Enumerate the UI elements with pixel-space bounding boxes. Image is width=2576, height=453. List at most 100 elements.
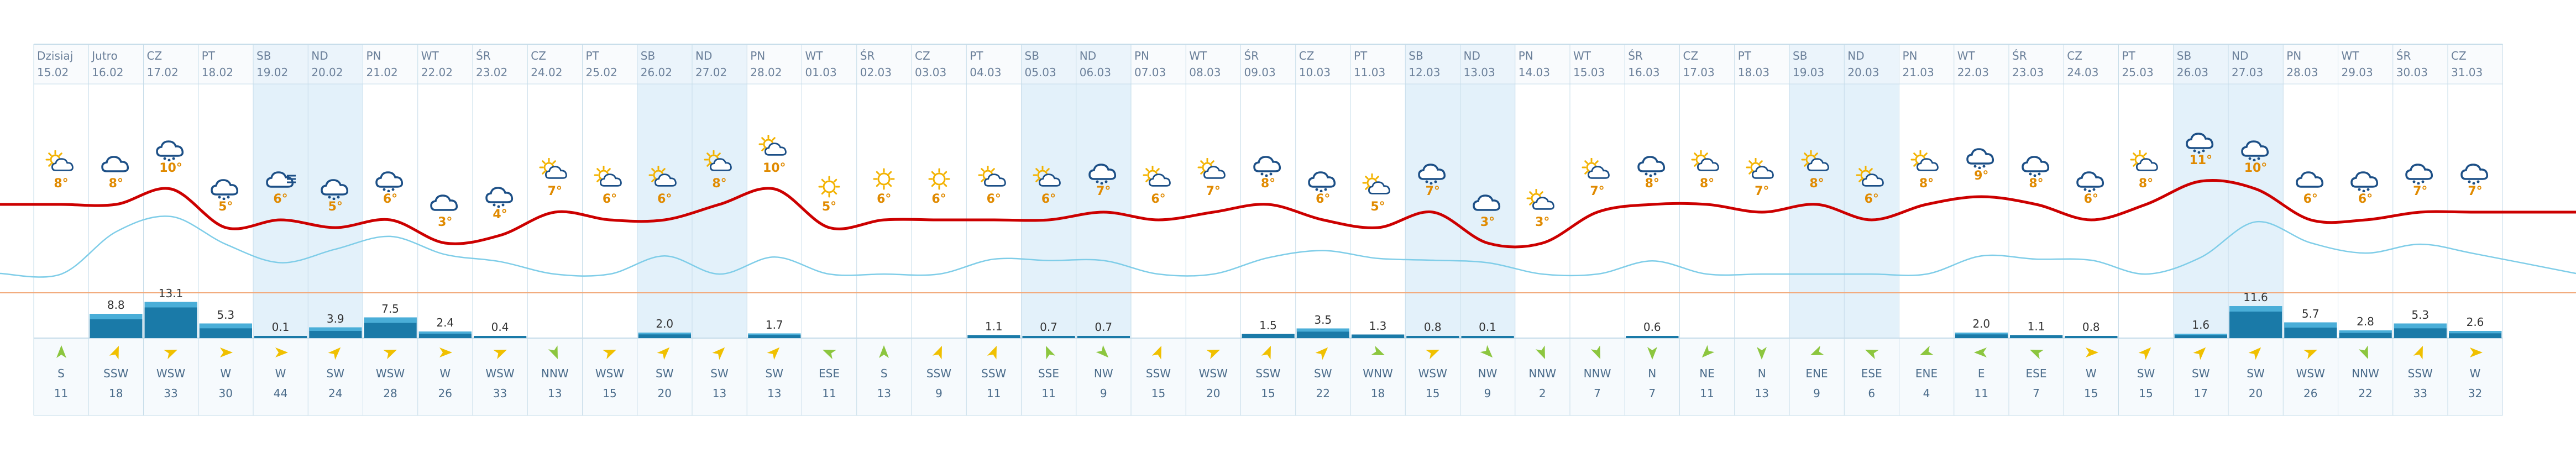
precip-value: 0.1 [271,320,290,334]
day-header: SB 26.02 [637,48,692,83]
temperature-label: 8° [2029,177,2044,191]
wind-speed: 15 [1261,387,1275,400]
day-date: 15.02 [37,66,69,79]
day-date: 06.03 [1079,66,1112,79]
temperature-label: 7° [2413,185,2428,198]
precip-bar-top [748,333,801,335]
precip-bar-top [1296,328,1349,332]
day-name: SB [256,49,271,62]
day-date: 01.03 [805,66,837,79]
wind-direction: WSW [2296,367,2325,380]
rain-cloud-icon [2448,158,2502,185]
wind-arrow-icon [527,344,582,361]
sun-cloud-icon [966,166,1021,192]
wind-arrow-icon [34,344,88,361]
wind-arrow-icon [857,344,912,361]
rain-cloud-icon [2393,158,2448,185]
wind-arrow-icon [1844,344,1899,361]
wind-arrow-icon [1954,344,2009,361]
day-date: 21.03 [1902,66,1934,79]
day-date: 10.03 [1299,66,1331,79]
day-name: ND [1079,49,1097,62]
wind-direction: SSW [2407,367,2433,380]
precip-value: 13.1 [158,286,184,300]
day-date: 16.02 [92,66,124,79]
precip-bar [1352,334,1405,338]
day-date: 26.03 [2176,66,2209,79]
wind-direction: WSW [595,367,625,380]
temperature-label: 6° [1041,192,1056,206]
temperature-label: 7° [547,185,562,198]
day-header: ND 13.03 [1460,48,1515,83]
day-header: ŚR 16.03 [1625,48,1679,83]
temperature-label: 10° [159,161,182,175]
wind-arrow-icon [2448,344,2502,361]
rain-cloud-icon [2009,150,2064,177]
precip-bar [2174,334,2227,338]
day-header: ND 27.03 [2228,48,2283,83]
header-band [34,44,2503,84]
sun-cloud-icon [637,166,692,192]
wind-direction: WSW [1198,367,1228,380]
day-name: Dzisiaj [37,49,74,62]
sun-cloud-icon [1186,158,1240,185]
day-name: ND [2232,49,2249,62]
wind-arrow-icon [1680,344,1735,361]
wind-speed: 15 [1151,387,1166,400]
wind-arrow-icon [2283,344,2338,361]
wind-direction: S [57,367,65,380]
day-date: 04.03 [970,66,1002,79]
wind-speed: 13 [1755,387,1769,400]
day-name: WT [1957,49,1975,62]
day-header: PN 21.03 [1899,48,1954,83]
wind-direction: W [220,367,232,380]
wind-speed: 11 [1041,387,1056,400]
wind-direction: N [1757,367,1766,380]
temperature-label: 8° [1809,177,1824,191]
wind-direction: SSW [103,367,129,380]
precip-bar-top [2174,334,2227,335]
cloud-icon [2283,166,2338,192]
rain-cloud-icon [308,173,363,200]
day-date: 20.02 [311,66,343,79]
day-date: 28.03 [2286,66,2318,79]
day-header: PT 18.03 [1735,48,1789,83]
rain-cloud-icon [2174,127,2228,154]
day-name: CZ [146,49,163,62]
day-name: CZ [531,49,546,62]
day-name: ŚR [1628,49,1643,62]
day-name: WT [421,49,439,62]
temperature-label: 8° [1699,177,1715,191]
day-name: PT [585,49,599,62]
temperature-label: 6° [1151,192,1166,206]
rain-cloud-icon [363,166,418,192]
temperature-label: 5° [218,200,233,214]
wind-direction: NNW [2352,367,2379,380]
temperature-label: 8° [1645,177,1659,191]
precip-value: 0.4 [491,320,509,334]
day-name: WT [805,49,823,62]
day-header: ŚR 09.03 [1241,48,1296,83]
sun-cloud-icon [34,150,88,177]
day-date: 03.03 [915,66,947,79]
wind-arrow-icon [2119,344,2174,361]
day-header: ŚR 23.02 [473,48,527,83]
day-date: 23.03 [2012,66,2044,79]
temperature-label: 6° [1316,192,1331,206]
day-header: PT 25.03 [2119,48,2174,83]
day-date: 21.02 [366,66,398,79]
day-header: SB 19.02 [253,48,308,83]
wind-direction: SSW [926,367,952,380]
rain-cloud-icon [2338,166,2393,192]
wind-direction: ESE [1861,367,1882,380]
wind-direction: SW [326,367,344,380]
day-date: 24.02 [531,66,563,79]
day-date: 27.03 [2232,66,2264,79]
day-date: 18.03 [1737,66,1770,79]
sun-icon [802,173,857,200]
wind-speed: 11 [54,387,69,400]
day-date: 27.02 [695,66,727,79]
wind-direction: SW [2137,367,2155,380]
temperature-label: 11° [2189,154,2213,167]
precip-value: 0.7 [1095,320,1113,334]
